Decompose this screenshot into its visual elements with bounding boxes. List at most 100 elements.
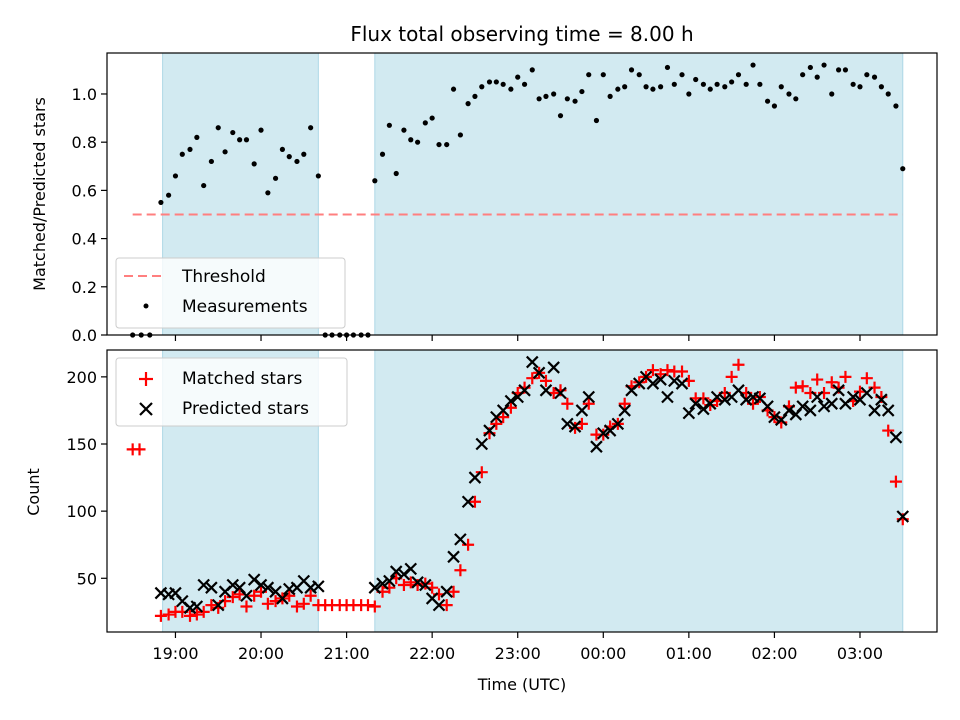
measurement-point <box>564 96 570 102</box>
measurement-point <box>722 84 728 90</box>
predicted-star-point <box>810 390 824 404</box>
measurement-point <box>208 158 214 165</box>
predicted-star-point <box>774 413 788 427</box>
predicted-star-point <box>276 592 289 605</box>
threshold-legend-label: Threshold <box>181 267 266 287</box>
measurement-point <box>515 74 521 80</box>
measurements-legend-marker <box>143 303 149 309</box>
matched-star-point <box>190 608 203 621</box>
measurement-point <box>479 84 485 90</box>
measurement-point <box>864 72 870 78</box>
matched-star-point <box>226 591 239 604</box>
measurement-point <box>743 81 749 87</box>
predicted-star-point <box>846 390 860 404</box>
measurement-point <box>408 137 414 143</box>
measurement-point <box>265 190 271 196</box>
y-tick-label: 0.4 <box>72 230 97 249</box>
y-tick-label: 50 <box>77 569 97 588</box>
predicted-star-point <box>832 384 845 397</box>
measurement-point <box>386 122 392 128</box>
measurement-point <box>850 81 856 87</box>
x-tick-label: 03:00 <box>837 644 883 663</box>
measurement-point <box>615 86 621 92</box>
measurement-point <box>486 79 493 85</box>
measurement-point <box>551 91 557 97</box>
matched-star-point <box>796 380 809 393</box>
matched-star-point <box>825 376 838 389</box>
measurement-point <box>279 146 286 153</box>
predicted-star-point <box>739 393 753 406</box>
measurement-point <box>764 98 771 104</box>
matched-star-point <box>133 443 146 456</box>
measurement-point <box>172 173 179 179</box>
predicted-star-point <box>582 390 596 404</box>
predicted-star-point <box>860 386 874 400</box>
predicted-star-point <box>432 598 446 612</box>
predicted-stars-points <box>154 355 910 615</box>
measurement-point <box>429 115 435 121</box>
predicted-star-point <box>654 373 667 386</box>
measurement-point <box>622 84 628 90</box>
measurement-point <box>750 62 756 68</box>
measurement-point <box>586 72 592 78</box>
measurement-point <box>187 146 193 153</box>
y-tick-label: 1.0 <box>72 85 97 104</box>
top-legend: Threshold Measurements <box>115 257 346 329</box>
measurement-point <box>821 62 827 68</box>
predicted-star-point <box>389 565 403 578</box>
matched-star-point <box>404 576 417 589</box>
predicted-star-point <box>611 417 625 431</box>
matched-star-point <box>618 397 631 410</box>
predicted-star-point <box>590 440 603 453</box>
predicted-star-point <box>411 576 424 589</box>
measurement-point <box>543 93 549 99</box>
predicted-star-point <box>240 589 253 603</box>
measurement-point <box>600 72 606 78</box>
top-y-ticks: 0.0 0.2 0.4 0.6 0.8 1.0 <box>72 85 107 345</box>
predicted-star-point <box>682 406 696 420</box>
predicted-star-point <box>518 384 531 397</box>
matched-star-point <box>661 364 674 377</box>
matched-star-point <box>860 372 873 385</box>
predicted-star-point <box>710 390 724 404</box>
predicted-star-point <box>768 410 781 424</box>
measurement-point <box>829 91 835 97</box>
x-tick-label: 21:00 <box>324 644 370 663</box>
measurement-point <box>671 81 677 87</box>
measurement-point <box>793 96 799 102</box>
predicted-star-point <box>575 404 589 417</box>
measurement-point <box>536 96 542 102</box>
matched-star-point <box>297 597 310 610</box>
predicted-star-point <box>597 426 610 440</box>
measurement-point <box>201 182 207 189</box>
measurement-points <box>130 62 906 338</box>
measurement-point <box>158 199 164 206</box>
top-x-ticks <box>174 335 861 341</box>
predicted-legend-marker <box>139 402 153 416</box>
matched-star-point <box>368 600 381 613</box>
matched-star-point <box>205 599 218 612</box>
measurements-legend-label: Measurements <box>182 297 308 317</box>
measurement-point <box>729 79 735 85</box>
predicted-star-point <box>197 578 210 592</box>
measurement-point <box>650 86 656 92</box>
measurement-point <box>457 132 463 138</box>
predicted-star-point <box>675 377 689 390</box>
predicted-star-point <box>440 585 453 598</box>
matched-star-point <box>261 597 274 610</box>
measurement-point <box>294 158 300 165</box>
matched-star-point <box>725 370 738 383</box>
measurement-point <box>286 154 292 160</box>
observing-window-2 <box>374 52 904 336</box>
matched-star-point <box>454 564 467 577</box>
matched-star-point <box>397 579 410 591</box>
x-tick-label: 02:00 <box>751 644 797 663</box>
predicted-star-point <box>825 397 839 410</box>
measurement-point <box>686 91 692 97</box>
measurement-point <box>735 72 742 78</box>
measurement-point <box>500 81 506 87</box>
predicted-star-point <box>376 577 389 590</box>
matched-star-point <box>811 373 824 386</box>
predicted-star-point <box>796 400 809 413</box>
matched-star-point <box>290 600 303 613</box>
